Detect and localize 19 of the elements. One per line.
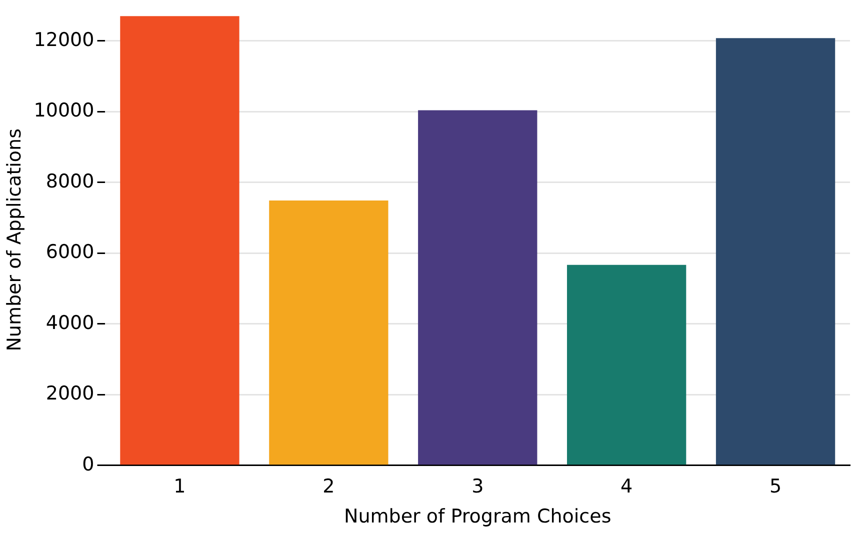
y-axis-title: Number of Applications (3, 128, 26, 352)
y-tick-label: 4000 (46, 312, 94, 334)
bar (566, 264, 686, 465)
y-tick-label: 2000 (46, 382, 94, 405)
y-tick-label: 6000 (46, 241, 94, 264)
y-tick-label: 0 (82, 453, 94, 476)
x-tick-label: 5 (769, 476, 782, 498)
bar (418, 110, 538, 465)
x-axis-title: Number of Program Choices (344, 506, 612, 528)
bar (716, 38, 836, 465)
bar (269, 200, 388, 465)
x-tick-label: 3 (472, 476, 484, 498)
y-tick-label: 12000 (34, 28, 94, 51)
y-tick-label: 8000 (46, 170, 94, 192)
x-tick-label: 2 (322, 476, 335, 498)
y-tick-label: 10000 (34, 100, 94, 122)
x-tick-label: 1 (174, 476, 186, 498)
bar (120, 16, 240, 465)
x-tick-label: 4 (620, 476, 633, 498)
